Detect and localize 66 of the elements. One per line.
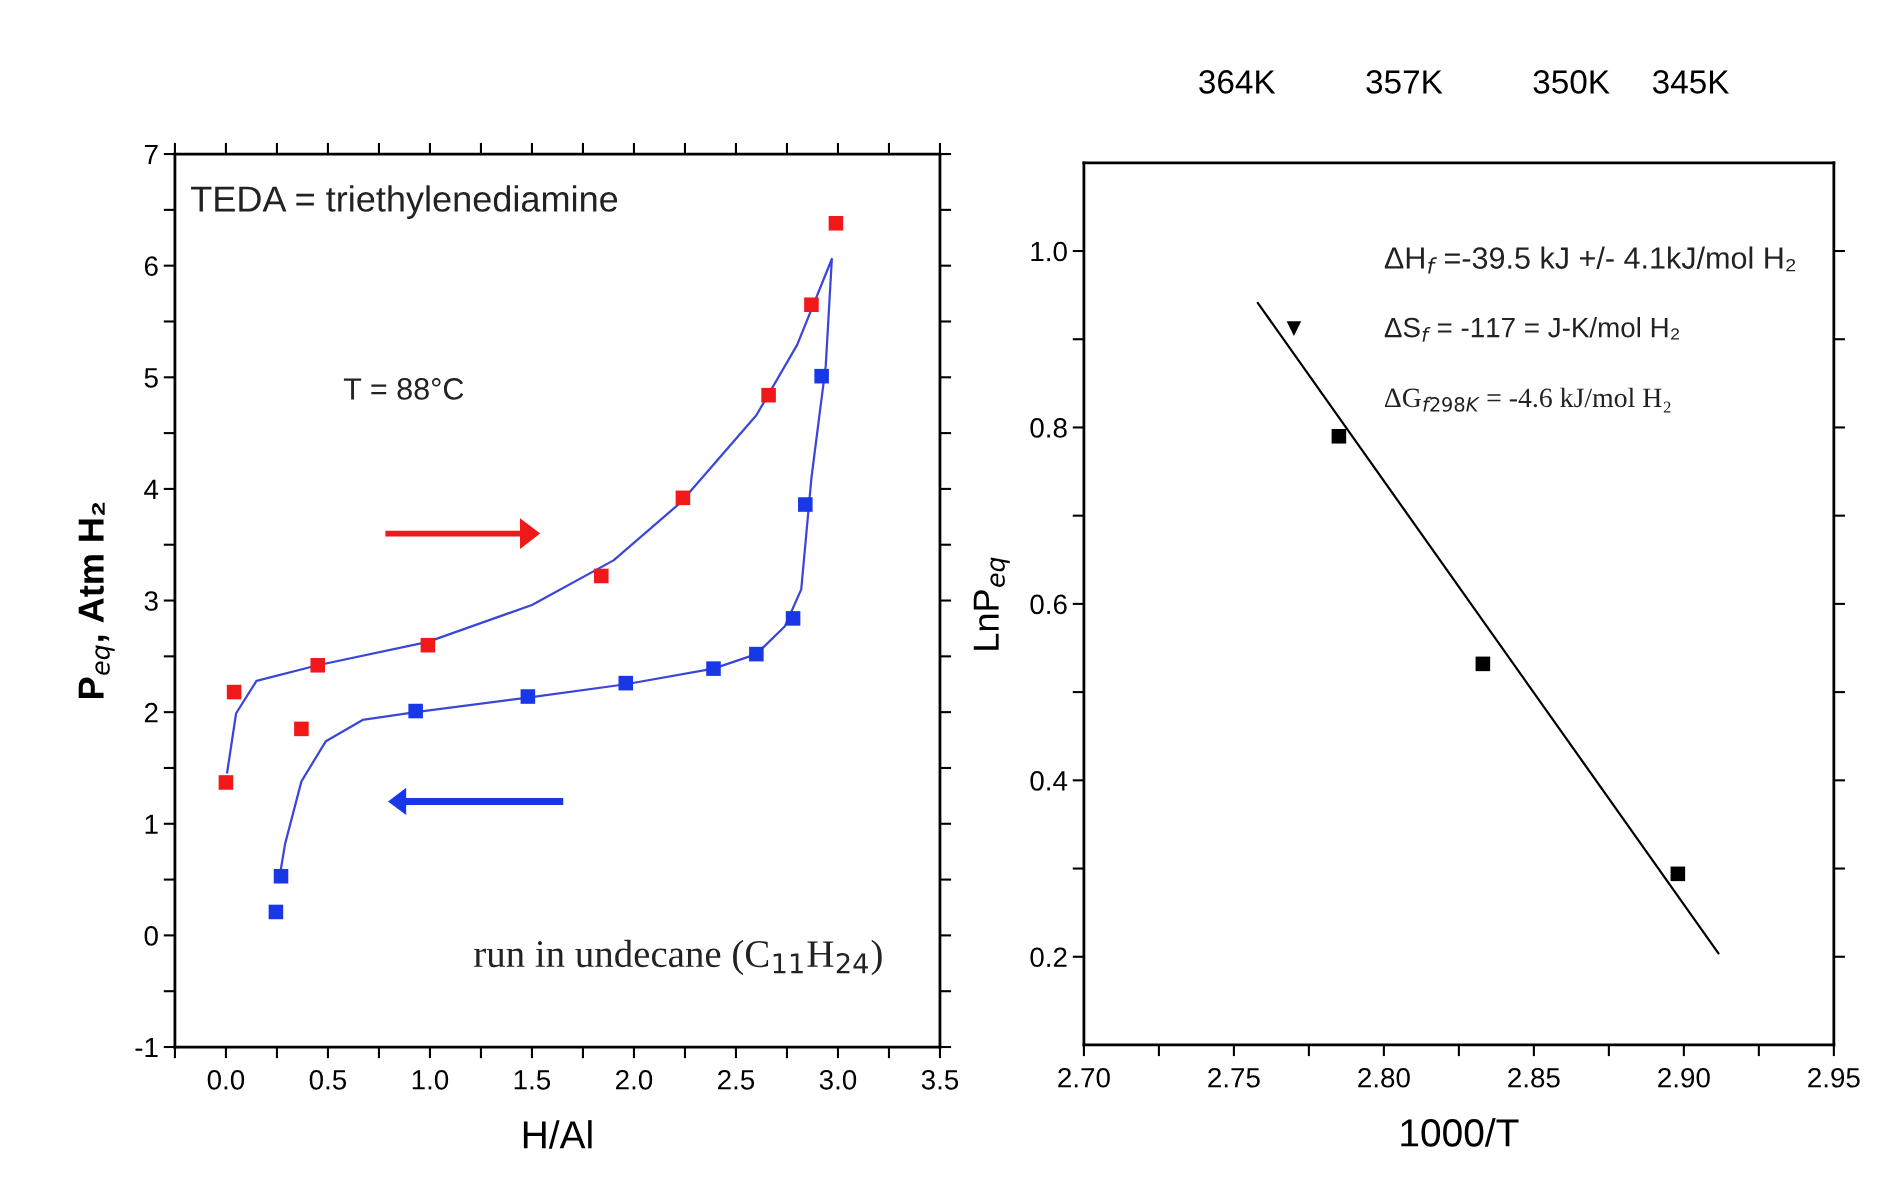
point [268, 904, 284, 920]
y-tick-label: -1 [135, 1037, 158, 1058]
x-tick-label: 2.85 [1508, 1067, 1560, 1088]
point [675, 490, 691, 506]
x-tick-label: 2.80 [1358, 1067, 1410, 1088]
y-tick-label: 0.4 [1030, 770, 1068, 791]
annotation: ΔG$_{f298K}$ = -4.6 kJ/mol H₂ [1384, 387, 1671, 413]
point [294, 721, 309, 737]
x-tick-label: 1.0 [412, 1069, 449, 1090]
x-axis-title: H/Al [523, 1120, 592, 1149]
point [749, 646, 764, 662]
annotation: T = 88°C [343, 378, 464, 400]
point [618, 675, 634, 691]
y-tick-label: 0.8 [1030, 418, 1067, 438]
x-tick-label: 0.0 [207, 1069, 245, 1090]
y-tick-label: 2 [144, 702, 158, 723]
y-tick-label: 4 [144, 479, 159, 499]
annotation: ΔS$_{f}$ = -117 = J-K/mol H₂ [1384, 317, 1680, 342]
point [785, 611, 801, 626]
x2-tick-label: 357K [1366, 70, 1443, 94]
x-tick-label: 2.75 [1208, 1067, 1260, 1088]
point [520, 689, 536, 704]
point [1670, 866, 1686, 882]
point [1286, 321, 1302, 336]
x-axis-title: 1000/T [1401, 1118, 1519, 1147]
point [273, 868, 289, 884]
y-tick-label: 0 [144, 926, 158, 946]
x-tick-label: 2.0 [616, 1069, 653, 1090]
x-tick-label: 3.5 [921, 1069, 959, 1090]
y-tick-label: 3 [144, 591, 158, 611]
y-axis-title: P$_{eq}$, Atm H₂ [78, 502, 115, 698]
point [828, 215, 844, 231]
point [1331, 428, 1347, 444]
y-tick-label: 6 [144, 256, 158, 277]
y-axis-title: LnP$_{eq}$ [973, 557, 1010, 650]
x2-tick-label: 345K [1652, 70, 1730, 94]
x-tick-label: 1.5 [514, 1070, 551, 1090]
x2-tick-label: 350K [1533, 70, 1610, 94]
point [814, 368, 829, 384]
annotation: run in undecane (C$_{11}$H$_{24}$) [474, 939, 882, 976]
x-tick-label: 2.95 [1808, 1067, 1860, 1088]
x-tick-label: 2.5 [718, 1069, 755, 1090]
y-tick-label: 7 [144, 145, 158, 165]
point [706, 661, 721, 676]
point [1475, 656, 1491, 672]
x-tick-label: 2.70 [1058, 1067, 1110, 1088]
y-tick-label: 1.0 [1031, 241, 1067, 262]
point [218, 775, 234, 790]
y-tick-label: 0.2 [1030, 947, 1067, 968]
x-tick-label: 0.5 [309, 1069, 347, 1090]
point [804, 297, 819, 313]
annotation: TEDA = triethylenediamine [191, 185, 618, 219]
x-tick-label: 3.0 [819, 1069, 857, 1090]
point [594, 568, 609, 584]
x-tick-label: 2.90 [1658, 1067, 1710, 1088]
y-tick-label: 0.6 [1030, 594, 1067, 615]
x2-tick-label: 364K [1199, 70, 1276, 94]
y-tick-label: 5 [144, 368, 158, 388]
point [310, 657, 326, 673]
point [420, 637, 436, 653]
annotation: ΔH$_{f}$ =-39.5 kJ +/- 4.1kJ/mol H₂ [1384, 246, 1796, 274]
point [798, 497, 813, 512]
y-tick-label: 1 [145, 814, 158, 834]
point [408, 703, 423, 719]
point [761, 387, 776, 403]
point [226, 684, 242, 700]
